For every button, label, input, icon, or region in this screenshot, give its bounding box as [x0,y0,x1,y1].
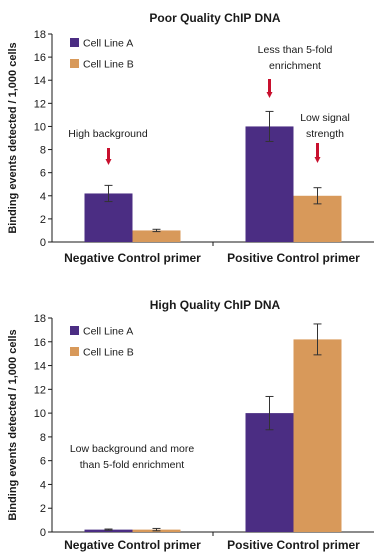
annotation-text: High background [68,128,148,140]
y-tick-label: 2 [40,503,46,515]
legend-label: Cell Line A [83,38,133,50]
y-tick-label: 16 [34,52,46,64]
y-tick-label: 0 [40,237,46,249]
chart-1: Poor Quality ChIP DNA Binding events dete… [7,11,374,265]
legend-label: Cell Line B [83,59,134,71]
y-tick-label: 18 [34,313,46,325]
chart-title: High Quality ChIP DNA [150,298,281,312]
y-tick-label: 14 [34,75,46,87]
y-tick-label: 16 [34,337,46,349]
y-tick-label: 18 [34,29,46,41]
y-tick-label: 10 [34,408,46,420]
legend-label: Cell Line A [83,326,133,338]
legend-swatch [70,347,79,356]
bar-cell-line-a [245,126,294,242]
y-tick-label: 8 [40,432,46,444]
category-label: Negative Control primer [64,538,201,552]
y-tick-label: 6 [40,456,46,468]
legend-swatch [70,59,79,68]
bar-cell-line-b [293,339,342,532]
legend-swatch [70,326,79,335]
legend-label: Cell Line B [83,347,134,359]
annotation-text: Low signal strength [300,112,350,140]
category-label: Positive Control primer [227,538,360,552]
y-tick-label: 10 [34,121,46,133]
chart-title: Poor Quality ChIP DNA [149,11,280,25]
category-label: Positive Control primer [227,251,360,265]
annotation-text: Low background and more than 5-fold enric… [70,443,194,471]
y-tick-label: 6 [40,168,46,180]
y-tick-label: 12 [34,384,46,396]
bar-cell-line-a [84,529,133,532]
category-label: Negative Control primer [64,251,201,265]
y-tick-label: 2 [40,214,46,226]
y-tick-label: 8 [40,145,46,157]
y-tick-label: 0 [40,527,46,539]
chart-2: High Quality ChIP DNA Binding events dete… [7,298,374,552]
y-axis-label: Binding events detected / 1,000 cells [7,329,19,520]
y-tick-label: 4 [40,191,46,203]
y-tick-label: 4 [40,479,46,491]
y-tick-label: 12 [34,98,46,110]
y-tick-label: 14 [34,361,46,373]
legend-swatch [70,38,79,47]
annotation-text: Less than 5-fold enrichment [258,44,333,72]
bar-cell-line-b [132,230,181,242]
y-axis-label: Binding events detected / 1,000 cells [7,42,19,233]
bar-cell-line-a [245,413,294,532]
